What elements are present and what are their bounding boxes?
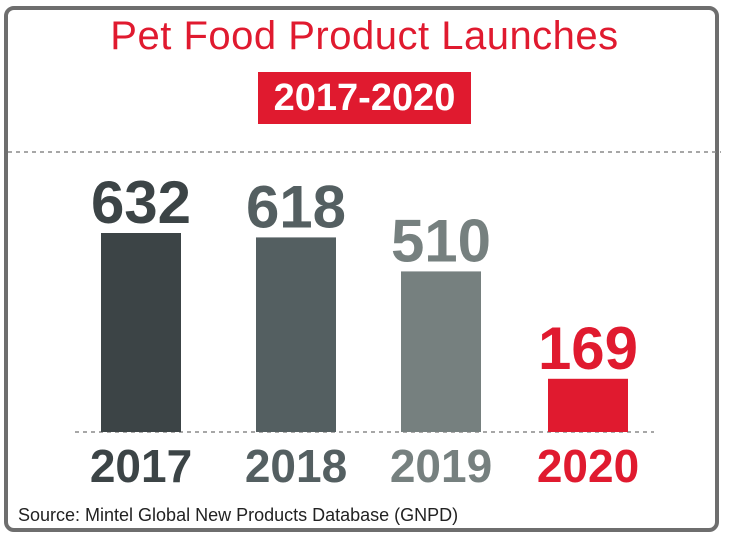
source-note: Source: Mintel Global New Products Datab…	[18, 505, 459, 525]
value-label-2018: 618	[246, 173, 346, 240]
value-label-2017: 632	[91, 169, 191, 236]
category-label-2018: 2018	[245, 440, 347, 492]
bar-2017	[101, 233, 181, 432]
bar-2018	[256, 237, 336, 432]
subtitle-container: 2017-2020	[0, 72, 729, 124]
chart-title: Pet Food Product Launches	[110, 14, 619, 58]
bars-group: 632 2017 618 2018 510 2019 169 2020	[90, 169, 639, 492]
value-label-2020: 169	[538, 315, 638, 382]
value-label-2019: 510	[391, 207, 491, 274]
category-label-2020: 2020	[537, 440, 639, 492]
bar-2019	[401, 271, 481, 432]
category-label-2017: 2017	[90, 440, 192, 492]
category-label-2019: 2019	[390, 440, 492, 492]
bar-2020	[548, 378, 628, 432]
chart-subtitle: 2017-2020	[257, 72, 472, 124]
